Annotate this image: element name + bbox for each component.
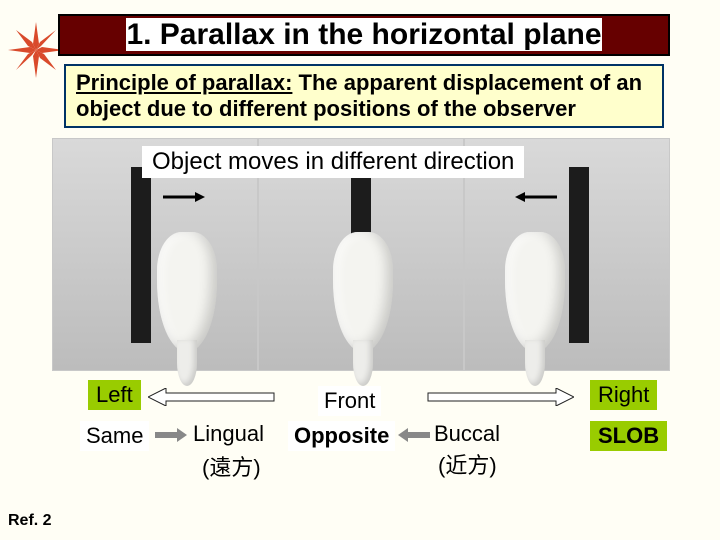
vertical-bar [351, 167, 371, 343]
label-opposite: Opposite [288, 421, 395, 451]
label-distal-cjk: (遠方) [202, 450, 261, 482]
tooth-shape [157, 232, 217, 352]
long-arrow-left-icon [148, 388, 278, 406]
reference: Ref. 2 [8, 512, 52, 530]
label-same: Same [80, 421, 149, 451]
label-mesial-cjk: (近方) [438, 448, 497, 480]
arrow-left-icon [398, 428, 430, 442]
arrow-right-icon [161, 191, 205, 203]
label-buccal: Buccal [434, 421, 500, 447]
vertical-bar [131, 167, 151, 343]
label-slob: SLOB [590, 421, 667, 451]
label-front: Front [318, 386, 381, 416]
label-lingual: Lingual [193, 421, 264, 447]
tooth-shape [333, 232, 393, 352]
burst-icon [6, 20, 66, 80]
slide-title-text: 1. Parallax in the horizontal plane [126, 18, 601, 51]
arrow-right-icon [155, 428, 187, 442]
object-caption: Object moves in different direction [142, 146, 524, 178]
principle-box: Principle of parallax: The apparent disp… [64, 64, 664, 128]
long-arrow-right-icon [424, 388, 574, 406]
arrow-left-icon [515, 191, 559, 203]
vertical-bar [569, 167, 589, 343]
principle-lead: Principle of parallax: [76, 70, 292, 95]
tooth-shape [505, 232, 565, 352]
slide-title: 1. Parallax in the horizontal plane [58, 14, 670, 56]
label-right: Right [590, 380, 657, 410]
label-left: Left [88, 380, 141, 410]
